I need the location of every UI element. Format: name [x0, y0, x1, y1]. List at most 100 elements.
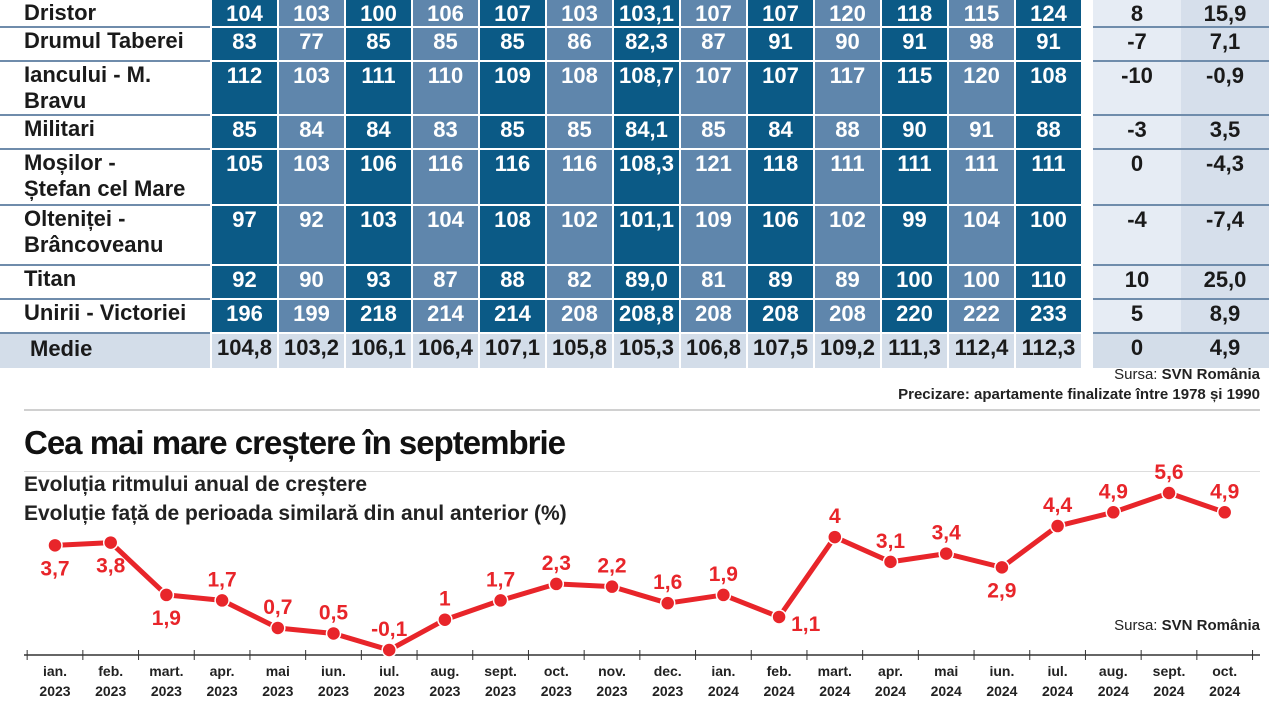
month-value-text: 84	[366, 117, 391, 142]
month-value: 93	[344, 266, 411, 300]
month-value: 118	[880, 0, 947, 28]
month-value: 104	[947, 206, 1014, 266]
column-gap	[1081, 0, 1093, 28]
row-name: Dristor	[0, 0, 210, 28]
table-row: Olteniței - Brâncoveanu 97 92 103 104 108 102 10…	[0, 206, 1269, 266]
yearly-change: 8,9	[1181, 300, 1269, 334]
month-value: 84	[746, 116, 813, 150]
monthly-change-text: 0	[1130, 151, 1144, 176]
x-tick-label-year: 2024	[986, 683, 1017, 699]
average-label-text: Medie	[30, 336, 93, 361]
average-value-text: 106,8	[685, 335, 742, 360]
month-value: 87	[411, 266, 478, 300]
average-value-text: 107,5	[752, 335, 809, 360]
month-value-text: 103	[293, 151, 330, 176]
column-gap	[1081, 62, 1093, 116]
data-label: 2,2	[597, 555, 626, 578]
data-label: 3,4	[932, 522, 962, 545]
average-value: 105,3	[612, 334, 679, 368]
month-value: 115	[947, 0, 1014, 28]
data-point	[158, 587, 175, 603]
monthly-change: -4	[1093, 206, 1181, 266]
month-value: 85	[411, 28, 478, 62]
yearly-change-text: 3,5	[1209, 117, 1241, 142]
table-row-average: Medie 104,8 103,2 106,1 106,4 107,1 105,8 105,3…	[0, 334, 1269, 368]
yearly-change: -0,9	[1181, 62, 1269, 116]
month-value-text: 118	[762, 151, 799, 176]
yearly-change: 3,5	[1181, 116, 1269, 150]
month-value-text: 108	[1030, 63, 1067, 88]
x-tick-label-year: 2023	[374, 683, 405, 699]
row-name-line: Titan	[24, 266, 77, 291]
month-value: 81	[679, 266, 746, 300]
month-value-text: 104	[963, 207, 1000, 232]
table-row: Dristor 104 103 100 106 107 103 103,1 107 107 120 1…	[0, 0, 1269, 28]
month-value: 103	[277, 0, 344, 28]
row-name-line: Dristor	[24, 0, 97, 25]
monthly-change-text: -3	[1127, 117, 1147, 142]
month-value: 208,8	[612, 300, 679, 334]
data-point	[325, 625, 342, 642]
x-tick-label-year: 2023	[262, 683, 293, 699]
month-value-text: 108,7	[618, 63, 675, 88]
x-tick-label-year: 2024	[875, 683, 906, 699]
table-note-value: apartamente finalizate între 1978 și 199…	[974, 386, 1260, 403]
month-value: 218	[344, 300, 411, 334]
month-value-text: 85	[500, 117, 525, 142]
month-value-text: 100	[896, 267, 933, 292]
month-value: 85	[679, 116, 746, 150]
month-value-text: 88	[500, 267, 525, 292]
month-value: 124	[1014, 0, 1081, 28]
month-value-text: 116	[427, 151, 464, 176]
month-value-text: 117	[829, 63, 866, 88]
table-source-value: SVN România	[1161, 366, 1260, 383]
month-value: 109	[478, 62, 545, 116]
data-point	[492, 592, 509, 609]
column-gap	[1081, 28, 1093, 62]
month-value-text: 85	[232, 117, 257, 142]
price-table-section: Dristor 104 103 100 106 107 103 103,1 107 107 120 1…	[0, 0, 1269, 368]
month-value-text: 108	[494, 207, 531, 232]
data-label: 3,8	[96, 555, 126, 578]
month-value: 83	[210, 28, 277, 62]
month-value-text: 85	[701, 117, 726, 142]
average-value-text: 112,4	[954, 335, 1009, 360]
data-label: 4,4	[1043, 494, 1073, 517]
yearly-change-text: -7,4	[1206, 207, 1244, 232]
x-tick-label-year: 2023	[151, 683, 182, 699]
month-value-text: 103	[561, 1, 598, 26]
average-value-text: 111,3	[888, 335, 941, 360]
month-value-text: 106	[762, 207, 799, 232]
x-tick-label-year: 2023	[429, 683, 460, 699]
average-monthly-change-text: 0	[1130, 335, 1144, 360]
row-name: Iancului - M. Bravu	[0, 62, 210, 116]
month-value-text: 100	[963, 267, 1000, 292]
month-value: 105	[210, 150, 277, 206]
table-row: Unirii - Victoriei 196 199 218 214 214 208 208,…	[0, 300, 1269, 334]
yearly-change-text: -4,3	[1206, 151, 1244, 176]
month-value: 89,0	[612, 266, 679, 300]
x-tick-label-month: apr.	[210, 663, 235, 679]
data-point	[827, 529, 843, 545]
month-value-text: 110	[1030, 267, 1067, 292]
month-value: 108,3	[612, 150, 679, 206]
average-value: 105,8	[545, 334, 612, 368]
average-value: 104,8	[210, 334, 277, 368]
month-value: 77	[277, 28, 344, 62]
average-value: 112,4	[947, 334, 1014, 368]
data-point	[604, 578, 620, 595]
x-tick-label-month: mai	[934, 663, 958, 679]
month-value-text: 83	[433, 117, 458, 142]
average-value: 107,1	[478, 334, 545, 368]
month-value-text: 82	[567, 267, 592, 292]
month-value-text: 85	[567, 117, 592, 142]
month-value-text: 102	[561, 207, 598, 232]
month-value: 91	[947, 116, 1014, 150]
month-value: 106	[344, 150, 411, 206]
data-label: 1,9	[709, 563, 738, 586]
month-value-text: 115	[963, 1, 1000, 26]
x-tick-label-year: 2023	[207, 683, 238, 699]
month-value: 107	[679, 62, 746, 116]
yearly-change-text: 8,9	[1209, 301, 1241, 326]
